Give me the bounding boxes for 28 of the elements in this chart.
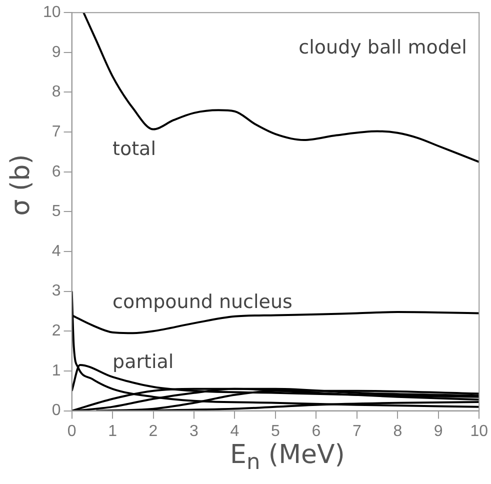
x-tick-label: 10 [470,422,488,440]
y-tick-label: 1 [52,362,61,380]
x-axis-title: E$_{n}$ (MeV) [230,440,345,476]
y-tick-label: 9 [52,44,61,61]
x-tick-label: 7 [352,422,362,440]
x-tick-label: 3 [190,422,199,440]
y-axis-title: σ (b) [6,154,36,216]
y-tick-label: 6 [52,163,61,180]
annotation: partial [112,350,174,373]
annotation: cloudy ball model [298,36,467,58]
x-tick-label: 5 [270,422,280,440]
y-tick-label: 8 [52,84,61,101]
annotation: total [112,138,156,160]
x-tick-label: 9 [434,422,443,440]
annotation: compound nucleus [112,291,292,314]
y-tick-label: 0 [52,402,61,420]
y-tick-label: 2 [52,322,61,340]
x-tick-label: 6 [312,422,321,440]
x-tick-label: 1 [108,422,118,440]
y-tick-label: 7 [52,123,61,140]
y-tick-label: 4 [52,242,61,260]
x-tick-label: 8 [393,422,402,440]
y-tick-label: 3 [52,282,61,300]
x-tick-label: 0 [67,422,76,440]
x-tick-label: 2 [148,422,158,440]
y-tick-label: 5 [52,203,61,220]
x-tick-label: 4 [230,422,240,440]
y-tick-label: 10 [43,4,61,22]
